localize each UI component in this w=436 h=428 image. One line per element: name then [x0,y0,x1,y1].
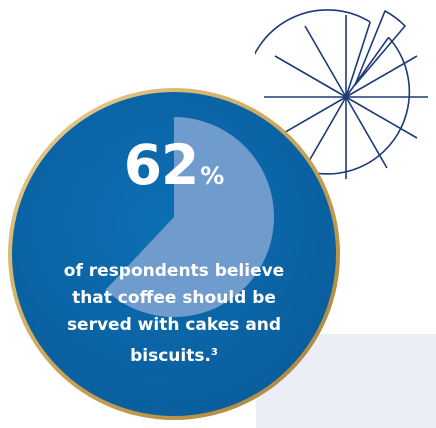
statistic-value: 62% [14,138,334,193]
statistic-number: 62 [123,133,200,197]
statistic-unit: % [200,162,225,190]
caption-line-3: served with cakes and [66,315,282,335]
statistic-text-block: 62% of respondents believe that coffee s… [14,80,334,428]
caption-line-1: of respondents believe [63,261,285,281]
caption-line-2: that coffee should be [72,288,276,308]
segmented-pie-outline-icon [255,9,428,179]
caption-last-word: biscuits. [130,346,211,366]
statistic-circle [8,88,340,420]
footnote-marker: 3 [210,347,218,358]
percentage-wedge [105,117,274,317]
statistic-caption: of respondents believe that coffee shoul… [14,258,334,370]
caption-line-4: biscuits.3 [14,339,334,370]
